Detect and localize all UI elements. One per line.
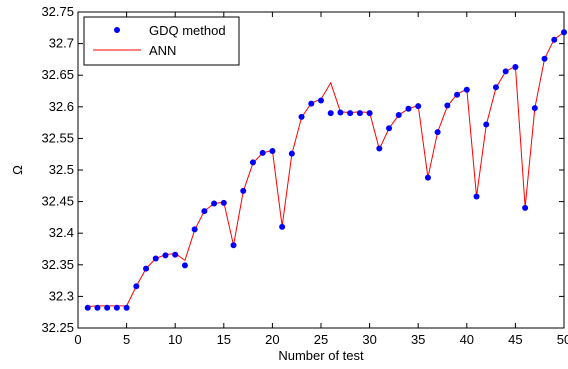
- gdq-point: [201, 208, 208, 215]
- y-tick-label: 32.25: [41, 320, 74, 335]
- gdq-point: [259, 149, 266, 156]
- y-tick-label: 32.3: [49, 288, 74, 303]
- gdq-point: [415, 103, 422, 110]
- y-tick-label: 32.7: [49, 36, 74, 51]
- x-tick-label: 0: [74, 332, 81, 347]
- gdq-point: [531, 105, 538, 112]
- x-tick-label: 25: [314, 332, 328, 347]
- gdq-point: [133, 283, 140, 290]
- legend-box: [83, 16, 240, 66]
- y-tick-label: 32.5: [49, 162, 74, 177]
- gdq-point: [327, 110, 334, 117]
- gdq-point: [444, 102, 451, 109]
- axis-ticks: 0 5 10 15 20 25 30 35 40 45 50 32.25 32.3 32.35 32.4 32…: [41, 4, 568, 347]
- y-tick-label: 32.4: [49, 225, 74, 240]
- gdq-point: [220, 199, 227, 206]
- legend-label-gdq: GDQ method: [149, 23, 226, 38]
- gdq-point: [318, 97, 324, 104]
- gdq-point: [211, 200, 218, 207]
- x-axis-label: Number of test: [278, 348, 364, 363]
- gdq-point: [269, 148, 276, 155]
- legend-label-ann: ANN: [149, 43, 176, 58]
- gdq-point: [84, 304, 91, 311]
- gdq-point: [94, 304, 101, 311]
- gdq-point: [191, 226, 198, 233]
- y-tick-label: 32.55: [41, 130, 74, 145]
- gdq-point: [113, 304, 120, 311]
- gdq-point: [492, 84, 499, 91]
- x-tick-label: 20: [265, 332, 279, 347]
- gdq-point: [308, 100, 315, 107]
- gdq-points-layer: [84, 29, 567, 311]
- gdq-point: [405, 105, 412, 112]
- gdq-point: [522, 204, 529, 211]
- y-tick-label: 32.35: [41, 257, 74, 272]
- gdq-point: [143, 265, 150, 272]
- x-tick-label: 35: [411, 332, 425, 347]
- gdq-point: [337, 109, 344, 116]
- gdq-point: [104, 304, 111, 311]
- legend-marker-gdq: [114, 27, 120, 33]
- gdq-point: [366, 110, 373, 117]
- gdq-point: [512, 63, 519, 70]
- gdq-point: [463, 86, 470, 93]
- gdq-point: [473, 193, 480, 200]
- gdq-point: [279, 223, 286, 230]
- y-tick-label: 32.75: [41, 4, 74, 19]
- y-tick-label: 32.65: [41, 67, 74, 82]
- gdq-point: [298, 113, 305, 120]
- gdq-point: [561, 29, 567, 36]
- gdq-point: [424, 174, 431, 181]
- gdq-point: [123, 304, 130, 311]
- x-tick-label: 15: [217, 332, 231, 347]
- gdq-point: [172, 251, 179, 258]
- x-tick-label: 50: [557, 332, 568, 347]
- legend: GDQ method ANN: [83, 16, 240, 66]
- gdq-point: [347, 110, 354, 117]
- x-tick-label: 10: [168, 332, 182, 347]
- y-tick-label: 32.6: [49, 99, 74, 114]
- y-axis-label: Ω: [10, 165, 25, 175]
- x-tick-label: 5: [123, 332, 130, 347]
- gdq-point: [483, 121, 490, 128]
- gdq-point: [230, 242, 237, 249]
- gdq-point: [288, 150, 295, 157]
- gdq-point: [434, 129, 441, 136]
- gdq-point: [240, 187, 247, 194]
- y-tick-label: 32.45: [41, 194, 74, 209]
- gdq-point: [356, 110, 363, 117]
- gdq-point: [152, 255, 159, 262]
- gdq-point: [551, 36, 558, 43]
- gdq-point: [395, 112, 402, 119]
- x-tick-label: 40: [460, 332, 474, 347]
- gdq-point: [502, 68, 509, 75]
- gdq-point: [454, 91, 461, 98]
- gdq-point: [386, 125, 393, 132]
- x-tick-label: 30: [362, 332, 376, 347]
- x-tick-label: 45: [508, 332, 522, 347]
- gdq-point: [181, 262, 188, 269]
- gdq-point: [162, 252, 169, 259]
- gdq-point: [541, 55, 548, 62]
- gdq-point: [376, 145, 383, 152]
- gdq-point: [249, 159, 256, 166]
